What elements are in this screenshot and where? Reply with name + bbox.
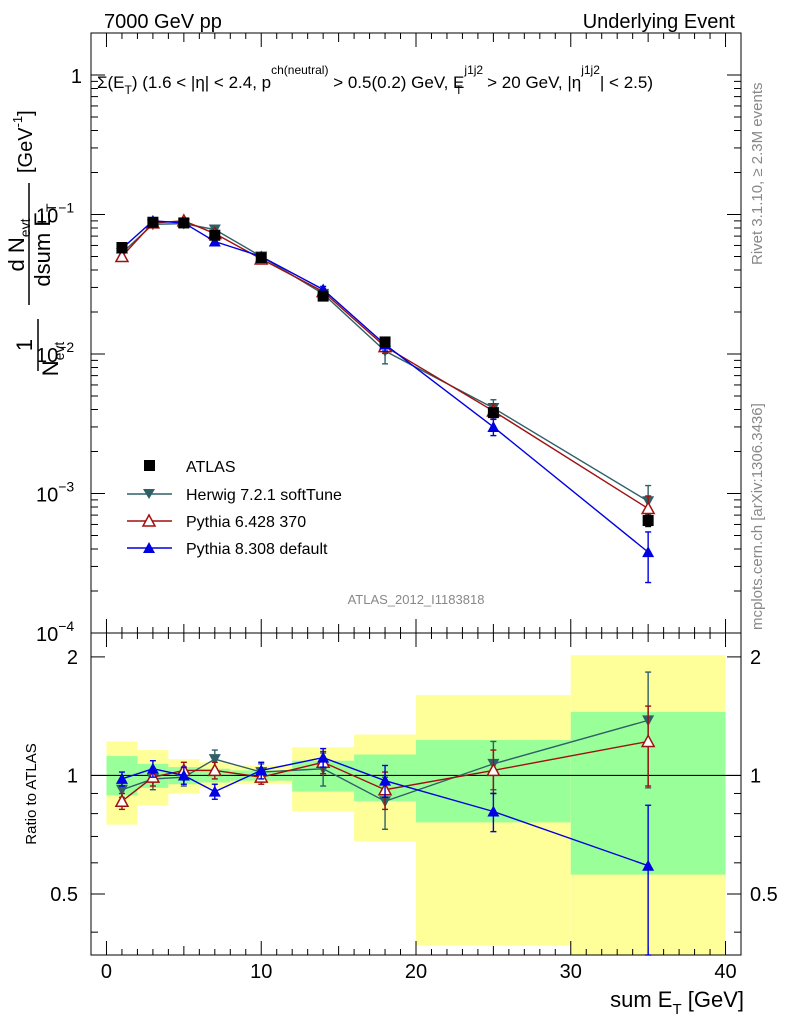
data-point (177, 769, 190, 781)
data-point (640, 500, 656, 515)
y-tick-label-exponent: −3 (58, 478, 74, 494)
header-right: Underlying Event (583, 11, 736, 33)
legend-marker-pythia8 (143, 542, 155, 553)
data-point (487, 407, 499, 419)
data-point (487, 420, 500, 432)
data-point (642, 859, 655, 871)
data-point (114, 793, 130, 807)
data-point (640, 733, 656, 748)
legend-label-pythia6: Pythia 6.428 370 (186, 514, 306, 531)
data-point (115, 772, 128, 784)
data-point (207, 762, 223, 777)
analysis-watermark: ATLAS_2012_I1183818 (348, 592, 485, 607)
data-point (178, 217, 190, 229)
ratio-y-tick-label-right: 0.5 (750, 884, 778, 906)
main-y-label: 1 Nevt d Nevt dsum ET [GeV-1] (4, 110, 67, 376)
x-tick-label: 0 (101, 961, 112, 983)
y-tick-label: 10−3 (36, 478, 74, 506)
main-title: Σ(ET) (1.6 < |η| < 2.4, pch(neutral) > 0… (97, 63, 653, 97)
x-axis-label: sum ET [GeV] (610, 987, 744, 1018)
y-tick-label: 10−4 (36, 618, 74, 646)
legend-marker-pythia6 (141, 513, 157, 527)
ratio-y-tick-label-right: 1 (750, 765, 761, 787)
data-point (208, 754, 221, 766)
x-tick-label: 30 (560, 961, 582, 983)
data-point (642, 546, 655, 558)
data-point (208, 235, 221, 247)
data-point (317, 751, 330, 763)
legend-item-atlas: ATLAS (144, 459, 236, 476)
legend-label-pythia8: Pythia 8.308 default (186, 541, 328, 558)
ylabel-unit: [GeV-1] (10, 110, 37, 173)
ylabel-nevt: Nevt (38, 342, 67, 377)
ratio-y-tick-label-right: 2 (750, 647, 761, 669)
ratio-series-layer (114, 671, 656, 956)
data-point (487, 805, 500, 817)
y-tick-label-exponent: −4 (58, 618, 74, 634)
y-tick-label: 10−1 (36, 199, 74, 227)
legend-marker-herwig (143, 489, 155, 499)
legend-marker-atlas (144, 460, 155, 471)
ratio-uncertainty-bands (106, 655, 726, 955)
data-point (379, 336, 391, 348)
main-y-axis: 110−110−210−310−4 (36, 32, 741, 646)
mcplots-label: mcplots.cern.ch [arXiv:1306.3436] (749, 403, 766, 630)
y-tick-label: 10−2 (36, 339, 74, 367)
rivet-label: Rivet 3.1.10, ≥ 2.3M events (749, 83, 766, 266)
data-point (114, 248, 130, 263)
ratio-y-tick-label: 0.5 (50, 884, 78, 906)
y-tick-label-mantissa: 10 (36, 484, 58, 506)
data-point (146, 762, 159, 774)
legend-item-herwig: Herwig 7.2.1 softTune (127, 487, 342, 504)
data-point (255, 764, 268, 776)
y-tick-label-mantissa: 10 (36, 624, 58, 646)
x-tick-label: 40 (714, 961, 736, 983)
ratio-y-tick-label: 1 (67, 765, 78, 787)
legend-item-pythia6: Pythia 6.428 370 (127, 513, 306, 531)
data-point (116, 241, 128, 253)
data-point (255, 252, 267, 264)
ratio-axes: 2 2 1 1 0.5 0.5 0 10 20 30 40 (50, 633, 778, 983)
x-tick-label: 10 (250, 961, 272, 983)
y-tick-label-exponent: −1 (58, 199, 74, 215)
ratio-y-tick-label: 2 (67, 647, 78, 669)
data-point (317, 290, 329, 302)
data-point (115, 784, 128, 796)
legend-label-herwig: Herwig 7.2.1 softTune (186, 487, 342, 504)
data-point (379, 774, 392, 786)
data-point (486, 762, 501, 777)
y-tick-label-mantissa: 10 (36, 345, 58, 367)
ylabel-dsum: dsum ET (30, 203, 59, 287)
ratio-y-label: Ratio to ATLAS (23, 743, 40, 844)
main-series-layer (114, 213, 656, 584)
legend-item-pythia8: Pythia 8.308 default (127, 541, 328, 558)
data-point (208, 785, 221, 797)
y-tick-label-mantissa: 10 (36, 205, 58, 227)
legend: ATLAS Herwig 7.2.1 softTune Pythia 6.428… (127, 459, 342, 558)
x-tick-label: 20 (405, 961, 427, 983)
data-point (642, 515, 654, 527)
y-tick-label-exponent: −2 (58, 339, 74, 355)
data-point (209, 229, 221, 241)
y-tick-label: 1 (71, 66, 82, 88)
ylabel-one: 1 (12, 339, 37, 351)
header-left: 7000 GeV pp (104, 11, 222, 33)
legend-label-atlas: ATLAS (186, 459, 236, 476)
data-point (147, 216, 159, 228)
